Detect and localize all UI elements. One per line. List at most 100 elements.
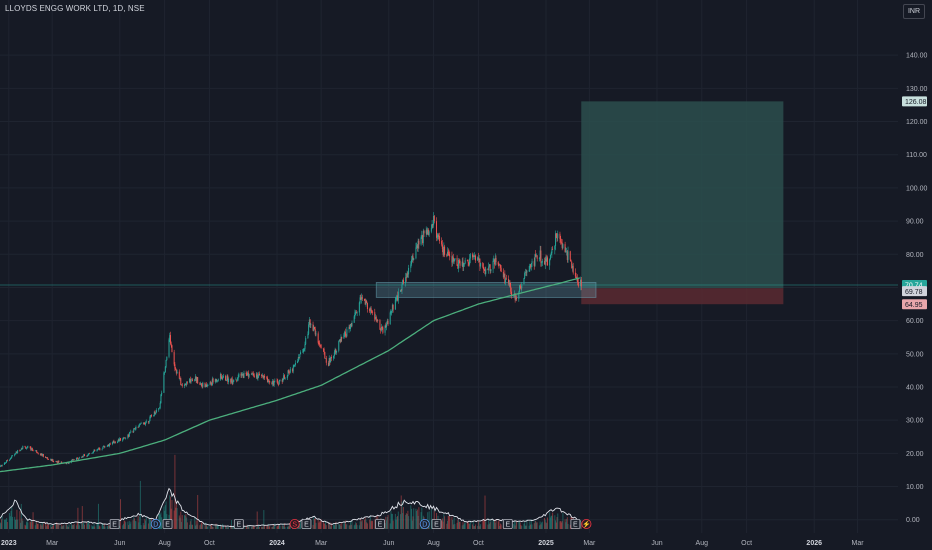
volume-bar	[430, 509, 432, 529]
candle	[376, 320, 378, 321]
candle	[150, 415, 152, 417]
time-axis-tick-label[interactable]: Aug	[696, 540, 709, 547]
candle	[320, 345, 322, 349]
time-axis-tick-label[interactable]: Oct	[204, 540, 215, 547]
currency-badge[interactable]: INR	[903, 4, 925, 19]
price-axis-tick-label[interactable]: 120.00	[906, 119, 928, 126]
time-axis-tick-label[interactable]: Mar	[46, 540, 59, 547]
candle	[235, 379, 237, 381]
price-axis-tick-label[interactable]: 100.00	[906, 185, 928, 192]
support-zone	[375, 282, 597, 298]
volume-bar	[456, 522, 458, 529]
earnings-event-marker[interactable]	[570, 519, 581, 529]
volume-bar	[147, 523, 149, 529]
price-axis-tick-label[interactable]: 10.00	[906, 484, 924, 491]
time-axis-tick-label[interactable]: Mar	[852, 540, 865, 547]
volume-bar	[72, 524, 74, 529]
volume-bar	[467, 521, 469, 529]
time-axis-tick-label[interactable]: Mar	[315, 540, 328, 547]
event-markers[interactable]: E D E E S E E D E E E ⚡	[109, 519, 592, 530]
earnings-event-label[interactable]: E	[573, 522, 578, 529]
time-axis-tick-label[interactable]: 2025	[538, 540, 554, 547]
price-axis-tick-label[interactable]: 110.00	[906, 152, 927, 159]
price-axis-tick-label[interactable]: 20.00	[906, 451, 924, 458]
candle	[278, 380, 280, 385]
candle	[447, 251, 449, 255]
volume-bar	[561, 521, 563, 529]
candle	[359, 297, 361, 303]
earnings-event-label[interactable]: E	[236, 522, 241, 529]
earnings-event-marker[interactable]	[301, 519, 312, 529]
price-axis-tick-label[interactable]: 130.00	[906, 86, 928, 93]
price-axis-tick-label[interactable]: 40.00	[906, 385, 924, 392]
volume-bar	[335, 521, 337, 529]
time-axis-tick-label[interactable]: 2026	[806, 540, 822, 547]
earnings-event-marker[interactable]	[233, 519, 244, 529]
time-axis-tick-label[interactable]: 2023	[1, 540, 17, 547]
dividend-event-marker[interactable]	[150, 519, 161, 530]
price-axis-tick-label[interactable]: 50.00	[906, 351, 924, 358]
volume-bar	[338, 524, 340, 529]
volume-bar	[227, 527, 229, 529]
time-axis-tick-label[interactable]: Aug	[158, 540, 171, 547]
split-event-marker[interactable]	[289, 519, 300, 530]
candle	[53, 461, 55, 463]
price-axis-tick-label[interactable]: 60.00	[906, 318, 924, 325]
candle	[276, 380, 278, 382]
earnings-event-label[interactable]: E	[165, 522, 170, 529]
candle	[473, 256, 475, 257]
earnings-event-label[interactable]: E	[378, 522, 383, 529]
volume-bar	[353, 525, 355, 529]
price-axis-tick-label[interactable]: 0.00	[906, 517, 920, 524]
volume-bar	[415, 508, 417, 529]
dividend-event-marker[interactable]	[419, 519, 430, 530]
candle	[170, 343, 172, 346]
earnings-event-marker[interactable]	[109, 519, 120, 529]
volume-bar	[232, 526, 234, 529]
earnings-event-label[interactable]: E	[304, 522, 309, 529]
earnings-event-label[interactable]: E	[434, 522, 439, 529]
time-axis-tick-label[interactable]: Jun	[383, 540, 394, 547]
time-axis-tick-label[interactable]: Jun	[114, 540, 125, 547]
candle	[416, 245, 418, 249]
earnings-event-marker[interactable]	[375, 519, 385, 529]
volume-bar	[194, 517, 196, 529]
candle	[386, 323, 388, 328]
earnings-event-label[interactable]: E	[505, 522, 510, 529]
volume-bar	[493, 520, 495, 529]
earnings-event-marker[interactable]	[431, 519, 442, 529]
dividend-event-label[interactable]: D	[153, 522, 158, 529]
volume-bar	[183, 514, 185, 529]
time-axis-tick-label[interactable]: Aug	[427, 540, 440, 547]
volume-bar	[222, 526, 224, 529]
time-axis-tick-label[interactable]: Oct	[473, 540, 484, 547]
candle	[194, 376, 196, 380]
upcoming-event-label[interactable]: ⚡	[582, 520, 591, 529]
price-axis-tick-label[interactable]: 80.00	[906, 252, 924, 259]
price-axis-tick-label[interactable]: 30.00	[906, 418, 924, 425]
time-axis-tick-label[interactable]: Oct	[741, 540, 752, 547]
time-axis-tick-label[interactable]: Jun	[651, 540, 662, 547]
earnings-event-label[interactable]: E	[112, 522, 117, 529]
volume-bar	[330, 526, 332, 529]
split-event-label[interactable]: S	[292, 522, 297, 529]
volume-bar	[530, 519, 532, 529]
price-axis-tick-label[interactable]: 90.00	[906, 219, 924, 226]
symbol-title[interactable]: LLOYDS ENGG WORK LTD, 1D, NSE	[5, 4, 145, 13]
candle	[204, 382, 206, 388]
price-axis[interactable]: 140.00 130.00 120.00 110.00 100.00 90.00 80.00…	[906, 53, 928, 525]
volume-bar	[186, 522, 188, 529]
time-axis-tick-label[interactable]: Mar	[583, 540, 596, 547]
volume-bar	[132, 520, 134, 529]
time-axis-tick-label[interactable]: 2024	[269, 540, 285, 547]
dividend-event-label[interactable]: D	[422, 522, 427, 529]
candle	[72, 459, 74, 461]
time-axis[interactable]: 2023 Mar Jun Aug Oct 2024 Mar Jun Aug Oct 2025 Mar J…	[1, 540, 864, 547]
candle	[457, 265, 459, 269]
upcoming-event-marker[interactable]	[581, 519, 592, 530]
earnings-event-marker[interactable]	[162, 519, 173, 529]
earnings-event-marker[interactable]	[502, 519, 513, 529]
price-axis-tick-label[interactable]: 140.00	[906, 53, 928, 60]
